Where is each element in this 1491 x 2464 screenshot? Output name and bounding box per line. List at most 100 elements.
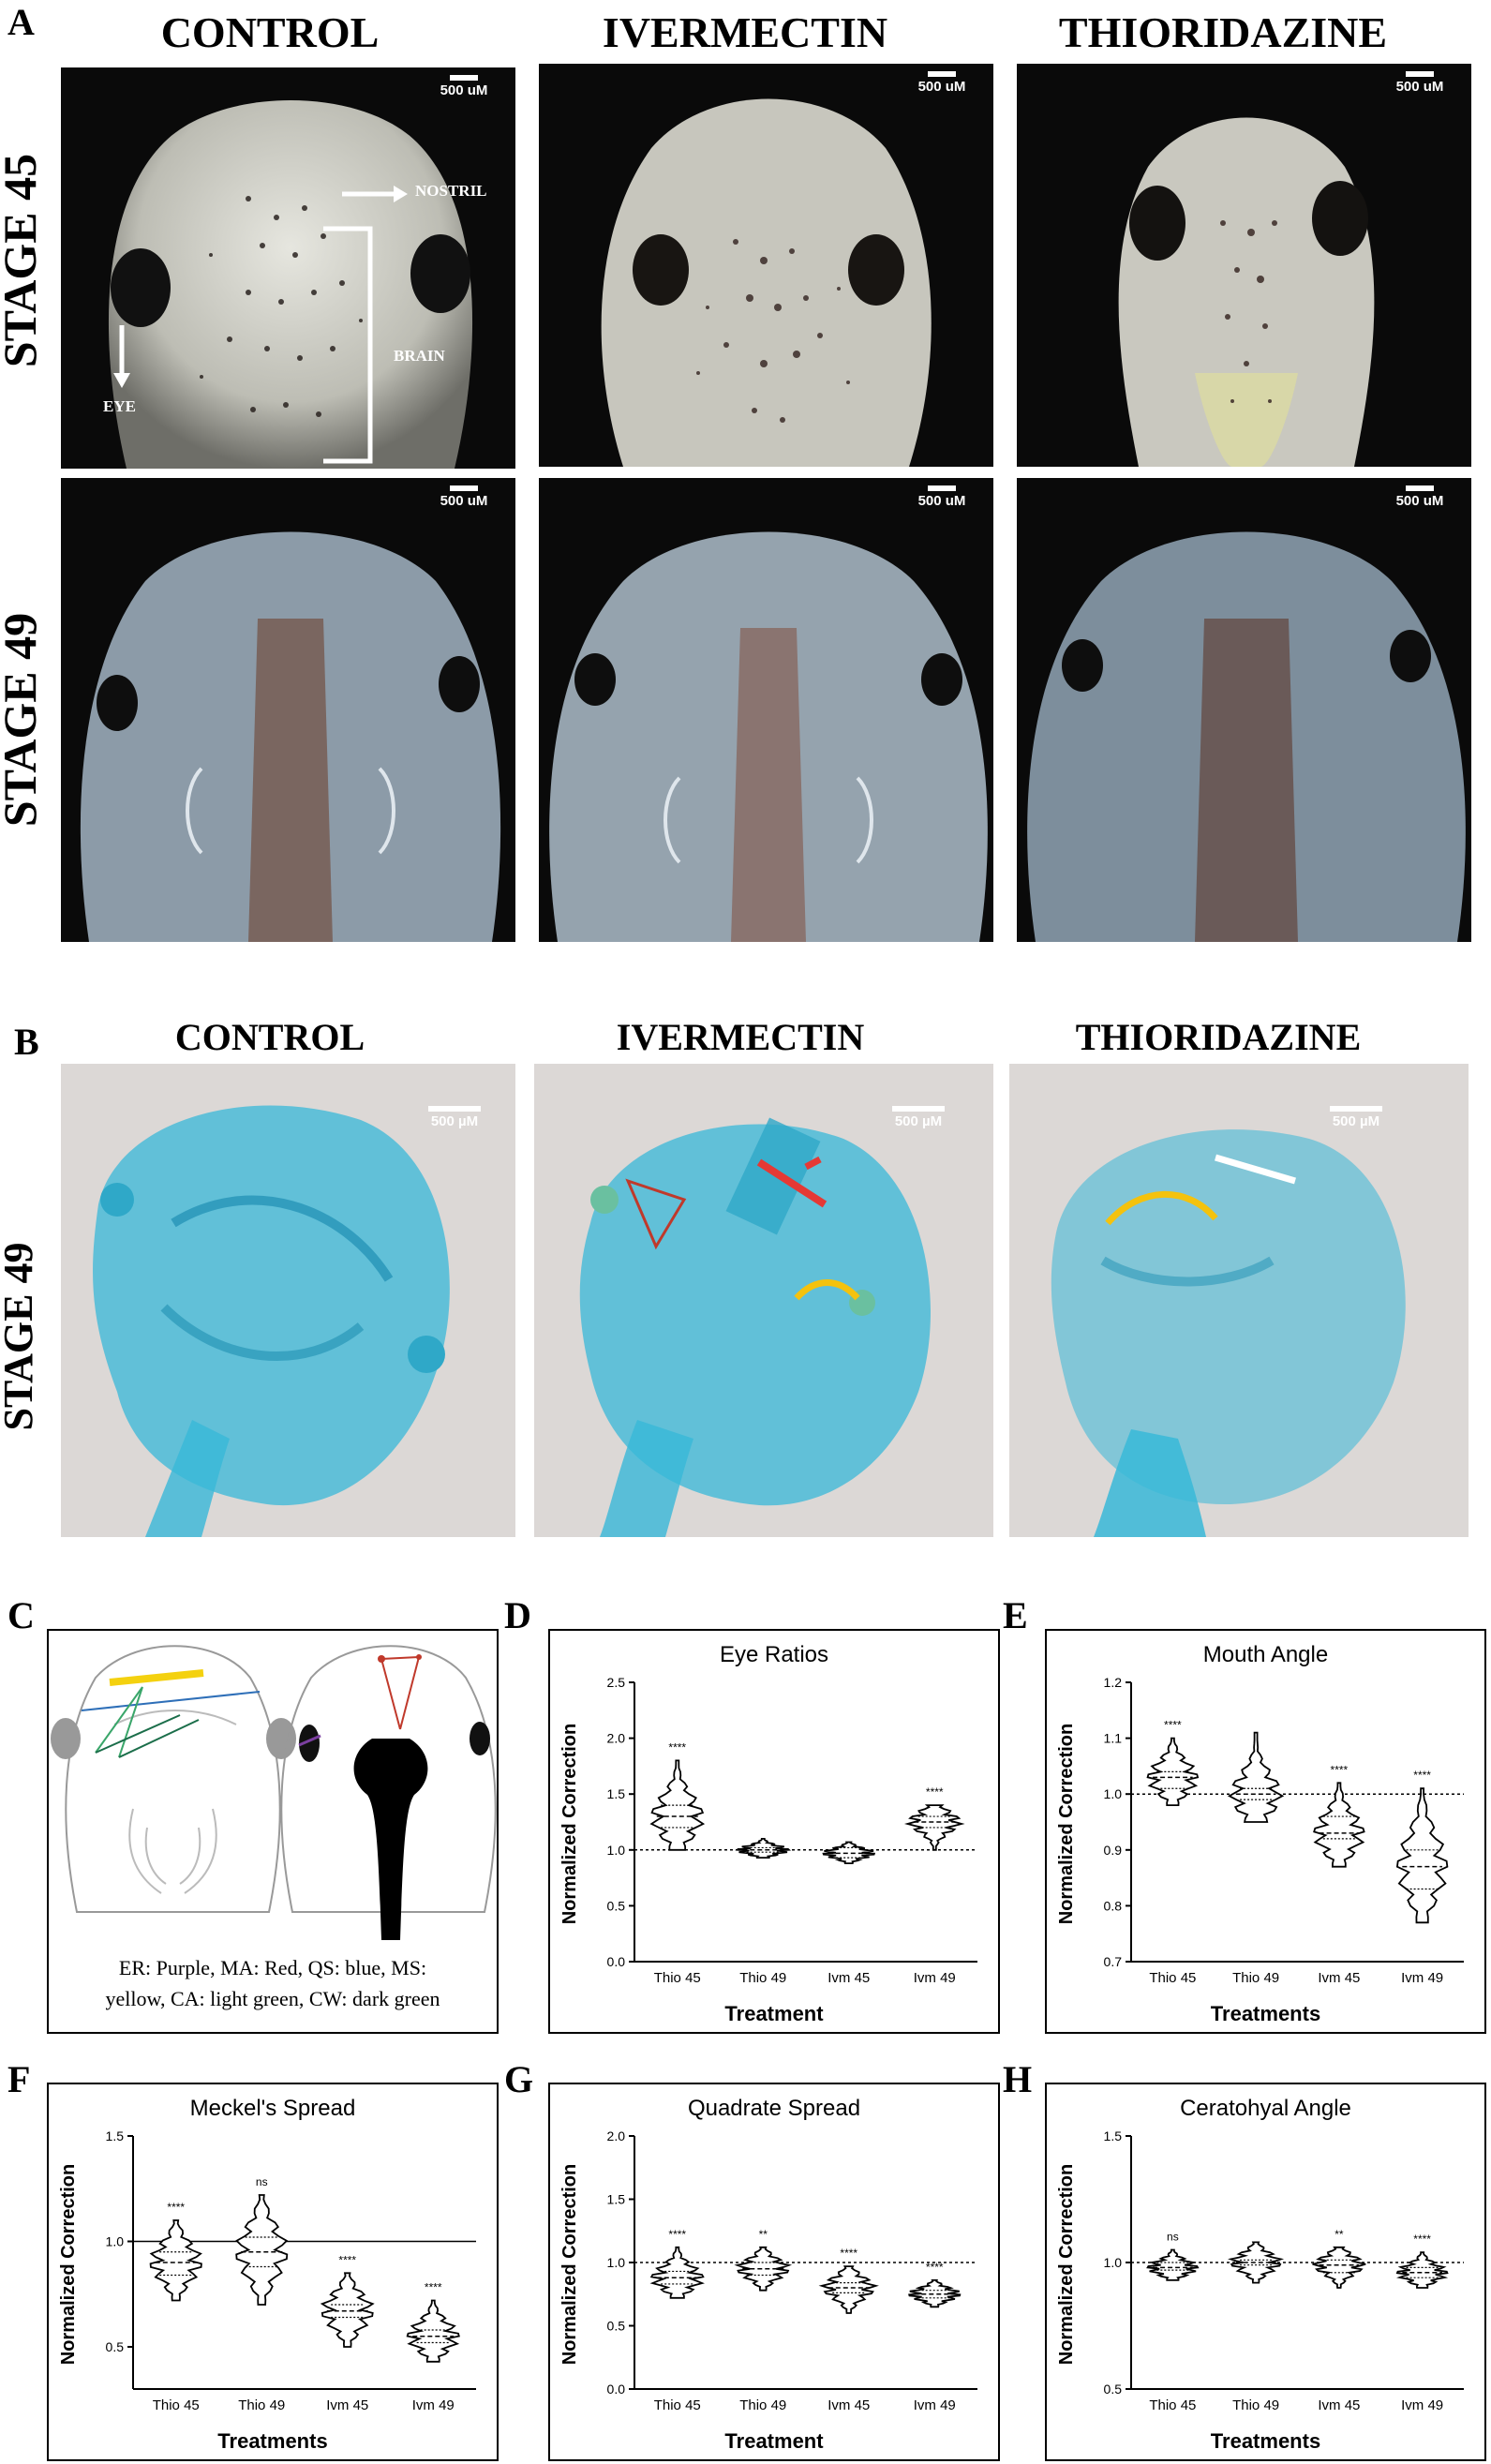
x-axis-label: Treatments [1210, 2002, 1321, 2025]
violin-thio-49 [1228, 2241, 1285, 2284]
y-tick-label: 1.0 [607, 1843, 626, 1858]
x-axis-label: Treatment [724, 2429, 824, 2453]
photo-control-stage45: 500 uM NOSTRIL BRAIN EYE [61, 67, 515, 469]
stained-thioridazine-stage49: 500 µM [1009, 1064, 1469, 1537]
chart-ceratohyal-angle: Ceratohyal Angle Normalized Correction Tre… [1045, 2083, 1486, 2461]
panel-letter-a: A [7, 1, 35, 43]
significance-label: **** [1164, 1719, 1182, 1732]
scale-bar: 500 µM [417, 1106, 492, 1129]
panel-c-legend-line1: ER: Purple, MA: Red, QS: blue, MS: [118, 1956, 427, 1979]
significance-label: ** [759, 2228, 768, 2241]
y-tick-label: 2.0 [607, 1731, 626, 1746]
violin-ivm-49 [406, 2299, 460, 2363]
significance-label: **** [425, 2281, 442, 2294]
x-axis-label: Treatments [217, 2429, 328, 2453]
y-tick-label: 0.9 [1104, 1843, 1123, 1858]
violin-ivm-45 [320, 2272, 375, 2348]
scale-bar: 500 uM [1387, 485, 1453, 509]
x-tick-label: Thio 49 [1232, 1970, 1279, 1986]
chart-quadrate-spread: Quadrate Spread Normalized Correction Trea… [548, 2083, 1000, 2461]
y-tick-label: 0.5 [106, 2339, 125, 2354]
y-tick-label: 0.5 [1104, 2382, 1123, 2397]
scale-bar: 500 uM [909, 485, 975, 509]
violin-thio-45 [649, 2246, 705, 2299]
significance-label: ** [1334, 2228, 1344, 2241]
scale-bar: 500 uM [1387, 71, 1453, 95]
violin-ivm-45 [1313, 1782, 1365, 1868]
x-tick-label: Ivm 45 [828, 2397, 870, 2413]
x-tick-label: Ivm 49 [914, 2397, 956, 2413]
x-tick-label: Ivm 49 [1401, 2397, 1443, 2413]
panel-letter-h: H [1003, 2058, 1033, 2100]
chart-plot: 0.7 0.8 0.9 1.0 1.1 1.2 Thio 45 **** Thio 49 Ivm … [1104, 1675, 1464, 1986]
scale-bar: 500 uM [909, 71, 975, 95]
scale-bar: 500 uM [431, 75, 497, 98]
chart-plot: 0.5 1.0 1.5 Thio 45 **** Thio 49 ns Ivm 45 **** I… [106, 2128, 476, 2413]
x-axis-label: Treatment [724, 2002, 824, 2025]
y-tick-label: 0.8 [1104, 1898, 1123, 1913]
chart-title: Mouth Angle [1202, 1642, 1329, 1667]
significance-label: ns [1167, 2231, 1179, 2244]
significance-label: **** [338, 2253, 356, 2266]
x-tick-label: Thio 45 [1149, 1970, 1196, 1986]
panel-c-legend-line2: yellow, CA: light green, CW: dark green [105, 1987, 440, 2010]
x-tick-label: Thio 45 [153, 2397, 200, 2413]
photo-ivermectin-stage49: 500 uM [539, 478, 993, 942]
y-tick-label: 1.1 [1104, 1731, 1123, 1746]
panel-letter-e: E [1003, 1594, 1028, 1636]
significance-label: **** [926, 1785, 944, 1799]
x-tick-label: Thio 45 [1149, 2397, 1196, 2413]
significance-label: **** [668, 1740, 686, 1754]
violin-ivm-45 [822, 1841, 876, 1864]
significance-label: ns [256, 2175, 268, 2188]
panel-b-title-thioridazine: THIORIDAZINE [1075, 1016, 1362, 1058]
x-tick-label: Ivm 45 [828, 1970, 870, 1986]
stained-ivermectin-stage49: 500 µM [534, 1064, 993, 1537]
x-tick-label: Thio 49 [1232, 2397, 1279, 2413]
panel-a-row-stage49: STAGE 49 [0, 612, 46, 828]
chart-title: Ceratohyal Angle [1180, 2096, 1351, 2121]
x-tick-label: Thio 45 [654, 1970, 701, 1986]
x-axis-label: Treatments [1210, 2429, 1321, 2453]
annotation-nostril: NOSTRIL [415, 182, 487, 200]
violin-ivm-49 [908, 2279, 962, 2308]
chart-meckels-spread: Meckel's Spread Normalized Correction Trea… [47, 2083, 499, 2461]
scale-bar: 500 µM [1319, 1106, 1394, 1129]
panel-a-title-ivermectin: IVERMECTIN [602, 8, 888, 56]
x-tick-label: Ivm 45 [1318, 1970, 1360, 1986]
panel-letter-d: D [504, 1594, 531, 1636]
x-tick-label: Thio 49 [238, 2397, 285, 2413]
annotation-eye: EYE [103, 397, 136, 415]
chart-title: Quadrate Spread [687, 2096, 861, 2121]
significance-label: **** [1413, 2233, 1431, 2246]
annotation-brain: BRAIN [394, 347, 445, 365]
x-tick-label: Ivm 45 [326, 2397, 368, 2413]
stained-control-stage49: 500 µM [61, 1064, 515, 1537]
significance-label: **** [926, 2261, 944, 2274]
y-tick-label: 2.0 [607, 2128, 626, 2143]
x-tick-label: Ivm 49 [914, 1970, 956, 1986]
chart-plot: 0.5 1.0 1.5 Thio 45 ns Thio 49 Ivm 45 ** Ivm 49 *… [1104, 2128, 1464, 2413]
x-tick-label: Thio 45 [654, 2397, 701, 2413]
chart-plot: 0.0 0.5 1.0 1.5 2.0 Thio 45 **** Thio 49 ** Ivm 4… [607, 2128, 977, 2413]
panel-a-title-control: CONTROL [160, 8, 380, 56]
panel-b-row-stage49: STAGE 49 [0, 1242, 41, 1431]
y-tick-label: 1.5 [607, 2192, 626, 2207]
y-tick-label: 1.0 [1104, 2255, 1123, 2270]
violin-thio-45 [1146, 2248, 1200, 2281]
significance-label: **** [1413, 1769, 1431, 1782]
violin-thio-49 [235, 2194, 289, 2306]
chart-mouth-angle: Mouth Angle Normalized Correction Treatmen… [1045, 1629, 1486, 2034]
violin-thio-49 [1227, 1731, 1285, 1823]
x-tick-label: Thio 49 [739, 1970, 786, 1986]
y-tick-label: 0.7 [1104, 1954, 1123, 1969]
panel-letter-c: C [7, 1594, 35, 1636]
photo-thioridazine-stage45: 500 uM [1017, 64, 1471, 467]
panel-b-title-ivermectin: IVERMECTIN [616, 1016, 865, 1058]
significance-label: **** [840, 2247, 857, 2260]
violin-thio-45 [149, 2219, 202, 2302]
y-tick-label: 1.0 [607, 2255, 626, 2270]
chart-plot: 0.0 0.5 1.0 1.5 2.0 2.5 Thio 45 **** Thio 49 Ivm … [607, 1675, 977, 1986]
chart-title: Meckel's Spread [189, 2096, 356, 2121]
photo-control-stage49: 500 uM [61, 478, 515, 942]
